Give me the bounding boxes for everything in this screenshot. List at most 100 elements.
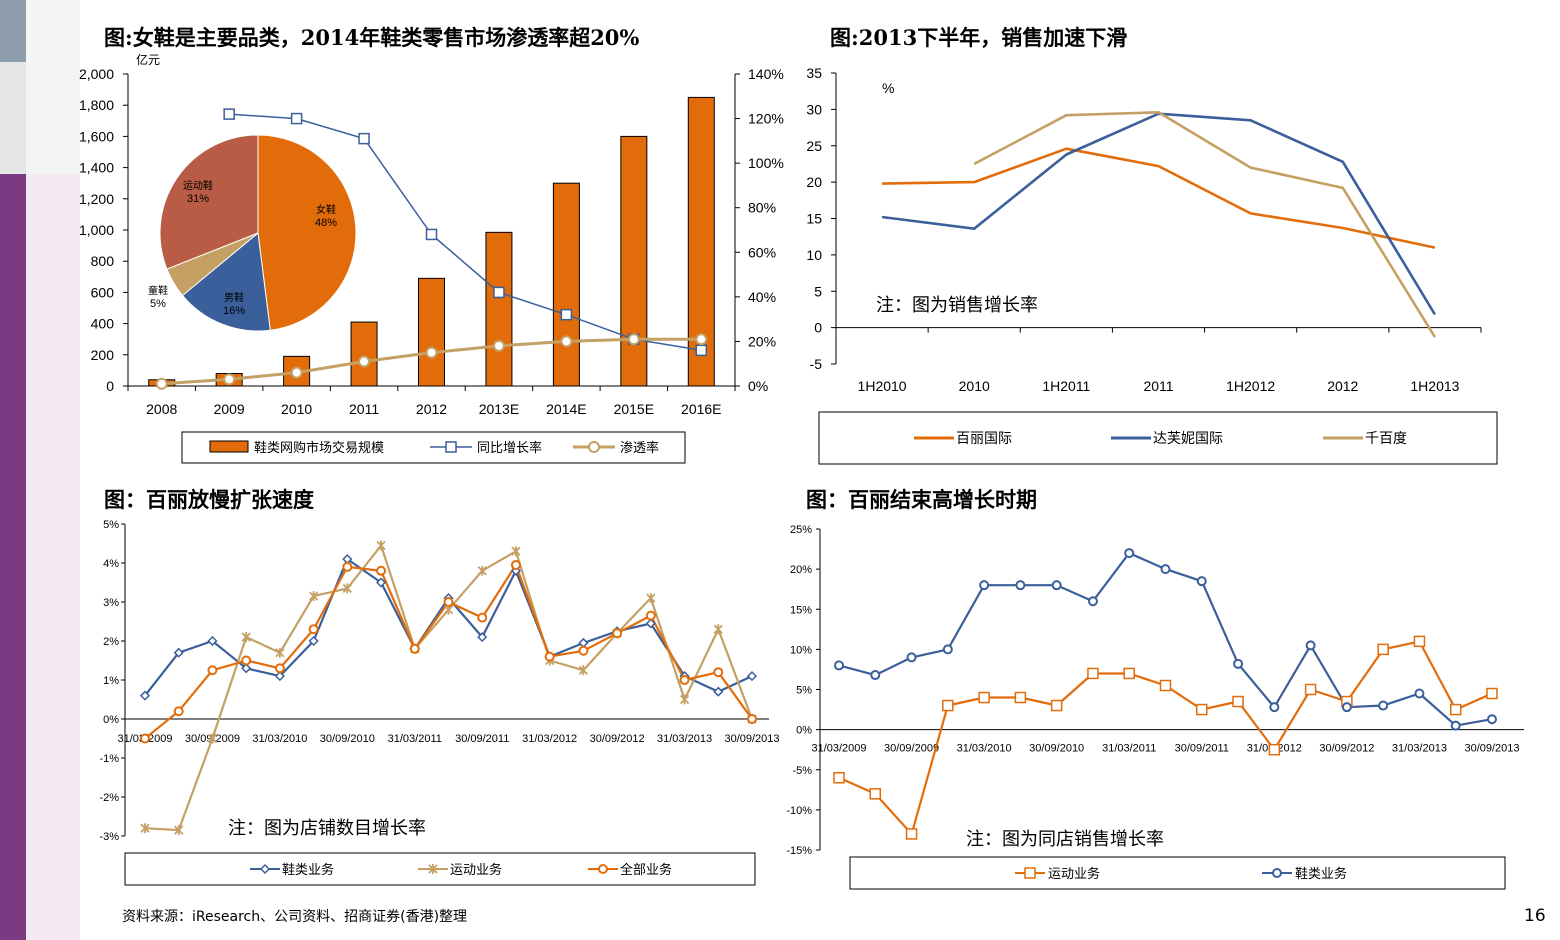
c1-bar — [350, 321, 378, 387]
c1-x-tick-label: 2013E — [479, 401, 519, 417]
c3-series-line — [144, 544, 754, 832]
c4-legend-marker — [1024, 867, 1036, 879]
c3-series-point — [173, 647, 184, 658]
c1-y2-tick-label: 120% — [748, 111, 784, 127]
c1-penetration-point — [223, 373, 236, 386]
c3-y-tick-label: -1% — [99, 753, 119, 765]
c3-series-point — [173, 706, 184, 717]
c3-series-point — [578, 645, 589, 656]
c4-series-point — [1268, 743, 1281, 756]
c3-legend-label: 鞋类业务 — [282, 862, 334, 877]
c3-series-point — [376, 540, 386, 551]
c1-growth-point — [695, 344, 708, 357]
c3-y-tick-label: -3% — [99, 831, 119, 843]
c3-x-tick-label: 30/09/2011 — [455, 733, 509, 745]
c3-y-tick-label: 4% — [103, 558, 119, 570]
c3-series-point — [645, 618, 656, 629]
source-note: 资料来源：iResearch、公司资料、招商证券(香港)整理 — [122, 909, 468, 925]
c4-y-tick-label: -5% — [792, 765, 812, 777]
c1-growth-point — [358, 132, 370, 145]
c3-series-point — [713, 624, 723, 635]
c2-y-tick-label: 30 — [806, 101, 822, 117]
c2-legend-label: 达芙妮国际 — [1153, 430, 1223, 446]
c1-bar — [485, 231, 513, 387]
c3-legend-label: 全部业务 — [620, 862, 672, 877]
c4-series-point — [1304, 683, 1317, 696]
c2-unit-label: % — [882, 80, 894, 96]
c3-series-point — [679, 694, 690, 705]
c1-pie-pct: 48% — [315, 217, 337, 229]
c3-y-tick-label: 1% — [103, 675, 119, 687]
c3-legend-marker — [259, 863, 271, 875]
c1-x-tick-label: 2016E — [681, 401, 721, 417]
c1-penetration-point — [425, 346, 438, 359]
c4-x-tick-label: 31/03/2009 — [811, 743, 866, 755]
c1-y-tick-label: 400 — [91, 316, 115, 332]
c3-y-tick-label: 0% — [103, 714, 119, 726]
c3-series-point — [275, 647, 285, 658]
c2-legend-label: 千百度 — [1365, 430, 1407, 446]
c1-bar — [552, 182, 580, 387]
c3-series-point — [140, 823, 150, 834]
c3-series-point — [511, 546, 521, 557]
c1-legend-growth-marker — [445, 441, 457, 453]
c4-series-point — [1233, 658, 1244, 669]
c3-series-point — [510, 559, 521, 570]
c1-penetration-point — [627, 333, 640, 346]
c3-x-tick-label: 31/03/2010 — [252, 733, 307, 745]
c4-series-point — [1269, 702, 1280, 713]
c3-series-point — [342, 583, 352, 594]
c1-x-tick-label: 2014E — [546, 401, 586, 417]
c4-series-point — [1015, 580, 1026, 591]
c3-series-point — [342, 561, 353, 572]
c1-x-tick-label: 2015E — [614, 401, 654, 417]
c3-series-point — [612, 628, 623, 639]
c2-y-tick-label: 20 — [806, 174, 822, 190]
c4-x-tick-label: 30/09/2010 — [1029, 743, 1084, 755]
c1-y-tick-label: 0 — [106, 378, 114, 394]
chart2-title: 图:2013下半年，销售加速下滑 — [830, 25, 1128, 50]
c3-series-point — [713, 686, 724, 697]
c2-note: 注：图为销售增长率 — [876, 295, 1038, 315]
c2-series-line — [973, 111, 1437, 338]
c4-y-tick-label: 0% — [796, 725, 812, 737]
c3-series-point — [207, 665, 218, 676]
sidebar-block-purple — [0, 174, 26, 940]
c4-x-tick-label: 30/09/2011 — [1175, 743, 1229, 755]
c1-x-tick-label: 2010 — [281, 401, 312, 417]
c4-series-point — [1487, 714, 1497, 725]
c4-legend-label: 运动业务 — [1048, 866, 1100, 881]
c4-series-point — [1486, 687, 1498, 700]
c4-series-point — [1123, 667, 1135, 680]
c1-penetration-point — [492, 339, 505, 352]
c4-y-tick-label: 15% — [790, 604, 812, 616]
c2-series-line — [882, 147, 1436, 249]
c4-series-point — [1377, 643, 1389, 656]
c4-series-point — [1450, 720, 1461, 731]
c2-y-tick-label: 25 — [806, 138, 822, 154]
c1-y2-tick-label: 100% — [748, 155, 784, 171]
c4-legend-marker — [1272, 868, 1282, 878]
c1-y-tick-label: 1,400 — [79, 160, 114, 176]
c1-y2-tick-label: 80% — [748, 200, 776, 216]
c1-growth-point — [290, 112, 303, 125]
c3-series-point — [477, 612, 488, 623]
c2-y-tick-label: 15 — [806, 211, 822, 227]
page-number: 16 — [1524, 906, 1546, 926]
c2-legend-label: 百丽国际 — [956, 430, 1012, 446]
c2-x-tick-label: 1H2010 — [858, 378, 907, 394]
c3-x-tick-label: 31/03/2013 — [657, 733, 712, 745]
c4-series-point — [1051, 580, 1062, 591]
c1-penetration-point — [358, 355, 371, 368]
c4-legend-label: 鞋类业务 — [1295, 866, 1347, 881]
c4-series-point — [1014, 691, 1027, 704]
sidebar-panel-top — [26, 0, 80, 62]
c1-pie-slice — [257, 134, 357, 331]
c1-y-tick-label: 1,200 — [79, 191, 114, 207]
c3-series-point — [308, 591, 319, 602]
c3-y-tick-label: -2% — [99, 792, 119, 804]
c1-legend-pen-label: 渗透率 — [620, 440, 659, 455]
c4-y-tick-label: 20% — [790, 564, 812, 576]
c4-x-tick-label: 31/03/2011 — [1102, 743, 1156, 755]
